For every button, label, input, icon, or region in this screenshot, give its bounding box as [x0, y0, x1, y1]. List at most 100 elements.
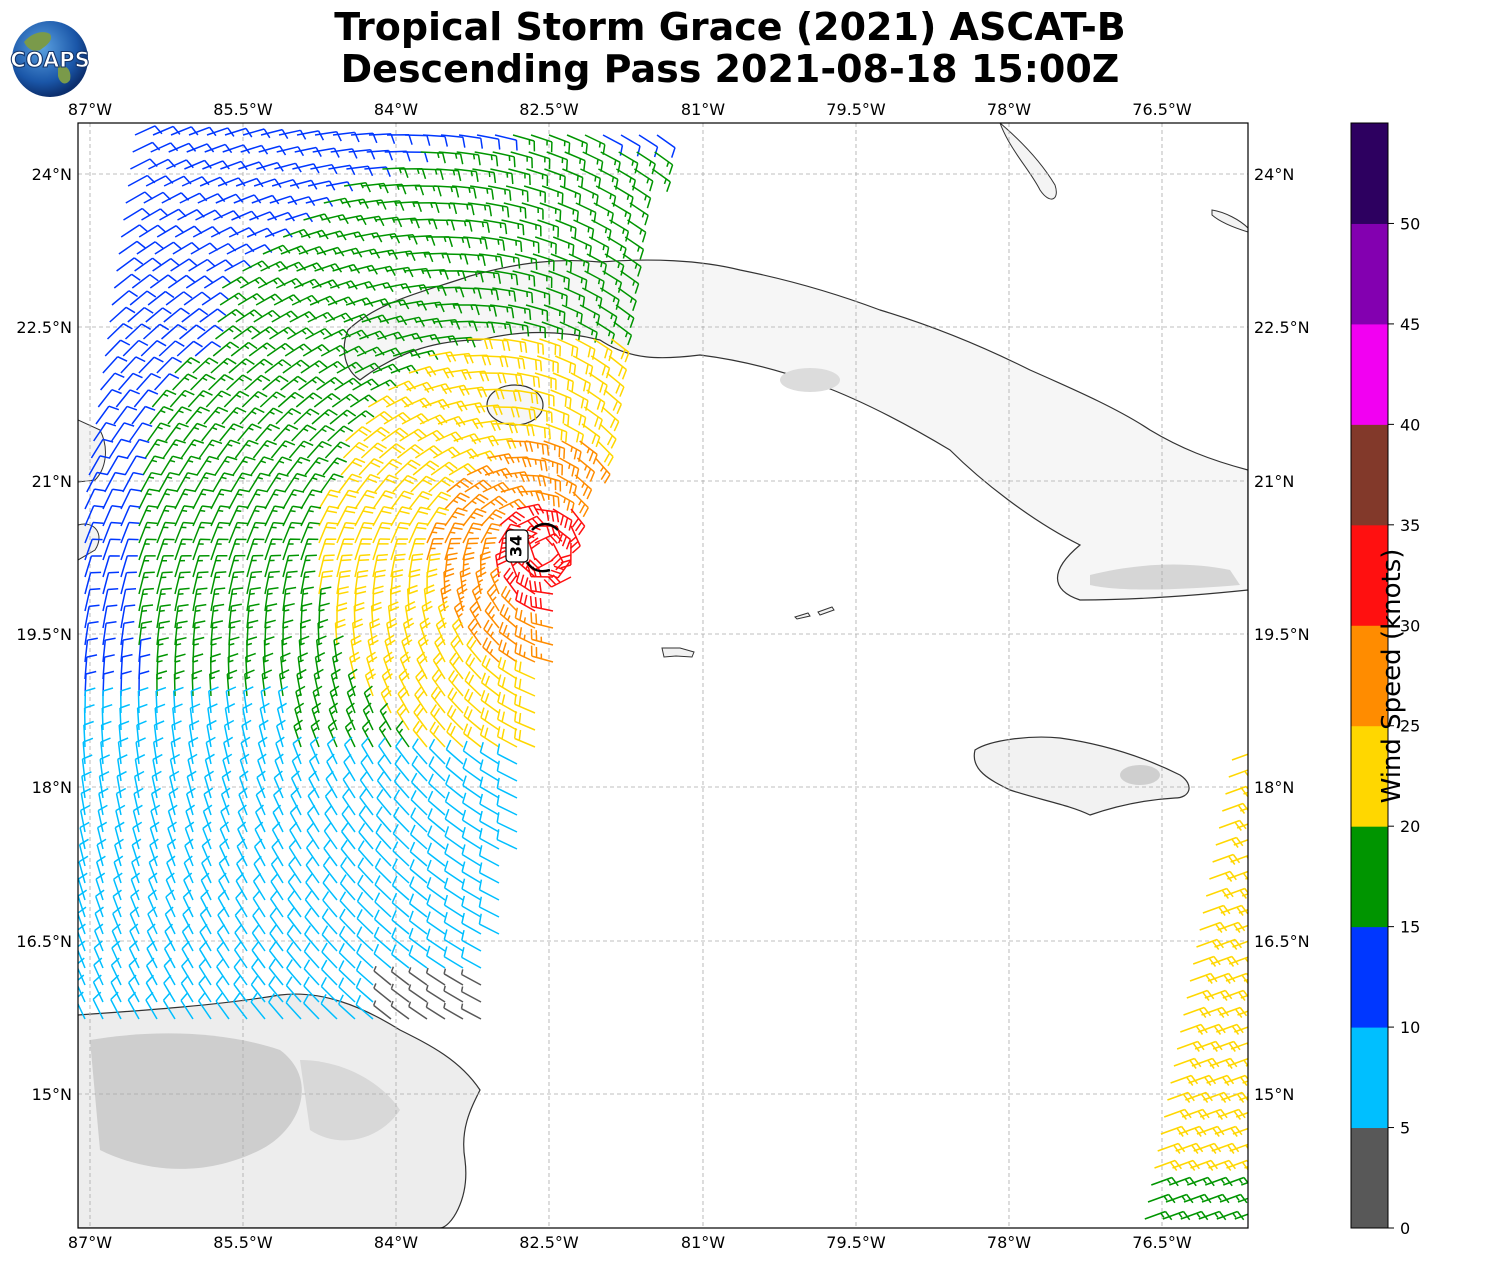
wind-barb [529, 580, 554, 595]
wind-barb [192, 571, 209, 595]
wind-barb [1165, 1193, 1194, 1204]
wind-barb [501, 355, 526, 370]
wind-barb [258, 719, 269, 748]
wind-barb [530, 406, 553, 423]
wind-barb [190, 686, 202, 714]
wind-barb [185, 804, 196, 833]
wind-barb [305, 873, 320, 901]
wind-barb [84, 488, 105, 510]
wind-barb [384, 634, 396, 663]
wind-barb [338, 960, 356, 986]
wind-barb [217, 308, 245, 323]
wind-barb [78, 991, 86, 1020]
wind-barb [315, 635, 327, 663]
wind-barb [275, 407, 302, 425]
wind-barb [282, 570, 298, 595]
wind-barb [498, 639, 518, 663]
wind-barb [446, 722, 464, 748]
wind-barb [133, 389, 159, 408]
lon-labels-top: 87°W 85.5°W 84°W 82.5°W 81°W 79.5°W 78°W… [68, 100, 1192, 119]
wind-barb [187, 753, 198, 782]
wind-barb [190, 242, 219, 255]
wind-barb [512, 270, 536, 287]
wind-barb [117, 754, 128, 782]
wind-barb [201, 292, 229, 306]
wind-barb [306, 440, 332, 459]
wind-barb [461, 912, 482, 935]
wind-barb [336, 505, 358, 527]
wind-barb [356, 909, 374, 935]
wind-barb [201, 855, 212, 884]
wind-barb [1154, 1159, 1182, 1171]
wind-barb [156, 356, 182, 374]
wind-barb [427, 808, 446, 833]
wind-barb [336, 521, 356, 544]
colorbar-bin [1351, 223, 1388, 325]
wind-barb [496, 794, 518, 816]
wind-barb [179, 324, 206, 340]
wind-barb [636, 151, 656, 175]
wind-barb [329, 409, 357, 425]
wind-barb [102, 488, 123, 510]
wind-barb [425, 1002, 446, 1020]
wind-barb [116, 257, 144, 272]
wind-barb [149, 406, 174, 425]
wind-barb [167, 406, 192, 425]
wind-barb [601, 406, 620, 432]
wind-barb [1232, 1127, 1248, 1135]
wind-barb [166, 838, 177, 867]
plot-border [77, 122, 1249, 1229]
wind-barb [478, 253, 504, 268]
wind-barb [137, 686, 149, 714]
wind-barb [594, 457, 611, 484]
lat-label-right: 21°N [1254, 472, 1294, 491]
wind-barb [321, 942, 338, 969]
wind-barb [305, 856, 320, 884]
wind-barb [333, 635, 344, 663]
wind-barb [282, 359, 310, 374]
wind-barb [437, 415, 466, 428]
wind-barb [266, 472, 289, 493]
wind-barb [576, 457, 596, 482]
wind-barb [95, 855, 106, 884]
wind-barb [238, 161, 266, 171]
wind-barb [412, 720, 428, 748]
wind-barb [514, 710, 536, 731]
wind-barb [374, 892, 392, 918]
wind-barb [1181, 1108, 1210, 1120]
wind-barb [219, 423, 244, 442]
wind-barb [318, 489, 341, 510]
wind-barb [126, 438, 150, 459]
wind-barb [309, 295, 338, 306]
wind-barb [1241, 893, 1248, 897]
wind-barb [444, 522, 465, 544]
wind-barb [331, 393, 359, 408]
wind-barb [93, 421, 117, 442]
wind-barb [244, 669, 255, 697]
lat-label-left: 16.5°N [16, 932, 72, 951]
wind-barb [444, 368, 472, 381]
wind-barb [428, 476, 455, 493]
wind-barb [192, 653, 204, 680]
wind-barb [509, 423, 535, 437]
wind-barb [336, 570, 351, 595]
wind-barb [449, 652, 464, 680]
wind-barb [188, 736, 199, 765]
wind-barb [478, 845, 500, 867]
wind-barb [184, 838, 194, 867]
wind-barb [495, 550, 508, 578]
colorbar-tick-label: 45 [1400, 315, 1420, 334]
wind-barb [95, 405, 120, 425]
wind-barb [183, 291, 211, 306]
wind-barb [394, 754, 410, 782]
wind-barb [325, 312, 354, 323]
wind-barb [361, 314, 390, 325]
wind-barb [498, 511, 526, 527]
wind-barb [1228, 956, 1248, 965]
wind-barb [188, 720, 200, 748]
wind-barb [228, 603, 242, 629]
wind-barb [489, 437, 517, 450]
wind-barb [264, 505, 285, 527]
wind-barb [326, 753, 338, 782]
wind-barb [194, 472, 217, 493]
